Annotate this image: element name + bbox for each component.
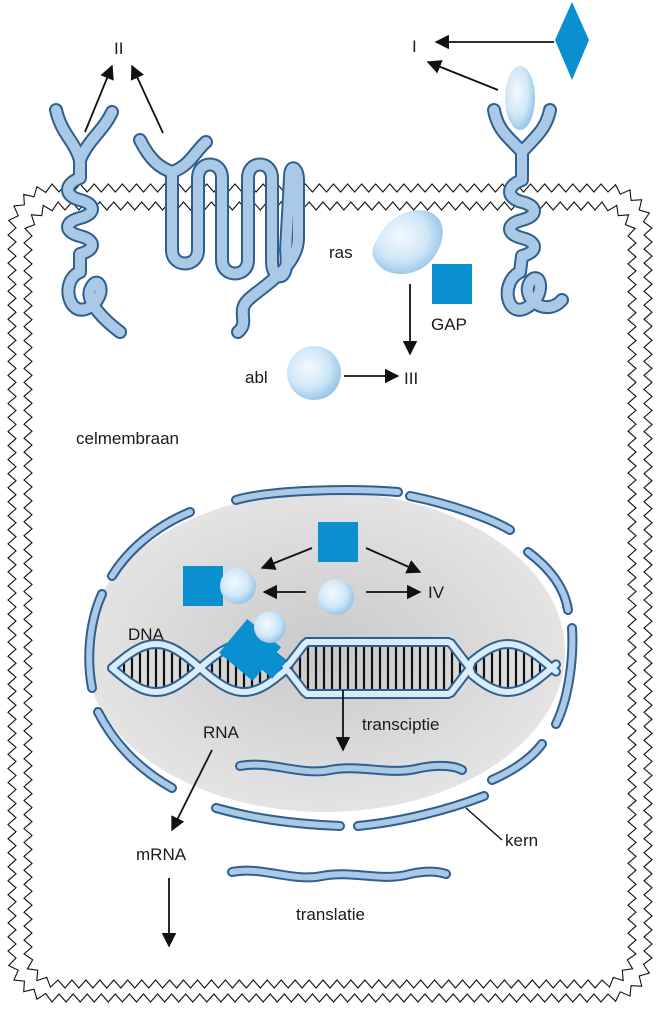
cell-membrane [7, 183, 653, 1003]
label-ras: ras [329, 243, 353, 262]
label-mrna: mRNA [136, 845, 187, 864]
ras-protein [372, 210, 443, 274]
receptor-right [487, 103, 569, 317]
label-celmembraan: celmembraan [76, 429, 179, 448]
label-roman-three: III [404, 369, 418, 388]
mrna-strand [227, 865, 451, 883]
label-gap: GAP [431, 315, 467, 334]
nuclear-square-top [318, 522, 358, 562]
ligand-bubble [505, 66, 535, 130]
nuclear-envelope [84, 485, 578, 831]
nuclear-bubble-left [220, 568, 256, 604]
cell-membrane-outer [7, 183, 653, 1003]
dna-bound-bubble [254, 611, 286, 643]
nuclear-bubble-center [318, 579, 354, 615]
dna-helix [107, 637, 561, 699]
dna-bound-square-small [255, 647, 287, 679]
arrow-rna-to-mrna [171, 749, 213, 832]
label-rna: RNA [203, 723, 240, 742]
receptor-serpentine [133, 133, 305, 339]
gap-square [432, 264, 472, 304]
label-translatie: translatie [296, 905, 365, 924]
label-kern: kern [505, 831, 538, 850]
label-abl: abl [245, 368, 268, 387]
arrows-top [84, 34, 554, 134]
label-roman-two: II [114, 39, 123, 58]
label-roman-four: IV [428, 583, 445, 602]
abl-protein [287, 346, 341, 400]
arrows-nucleus [260, 547, 422, 600]
cell-membrane-inner [23, 201, 637, 989]
kern-pointer [465, 807, 503, 841]
receptor-left [49, 103, 127, 339]
rna-strand [235, 759, 467, 777]
label-roman-one: I [412, 37, 417, 56]
label-transcriptie: transciptie [362, 715, 439, 734]
nuclear-square-left [183, 566, 223, 606]
ligand-diamond [555, 2, 589, 80]
